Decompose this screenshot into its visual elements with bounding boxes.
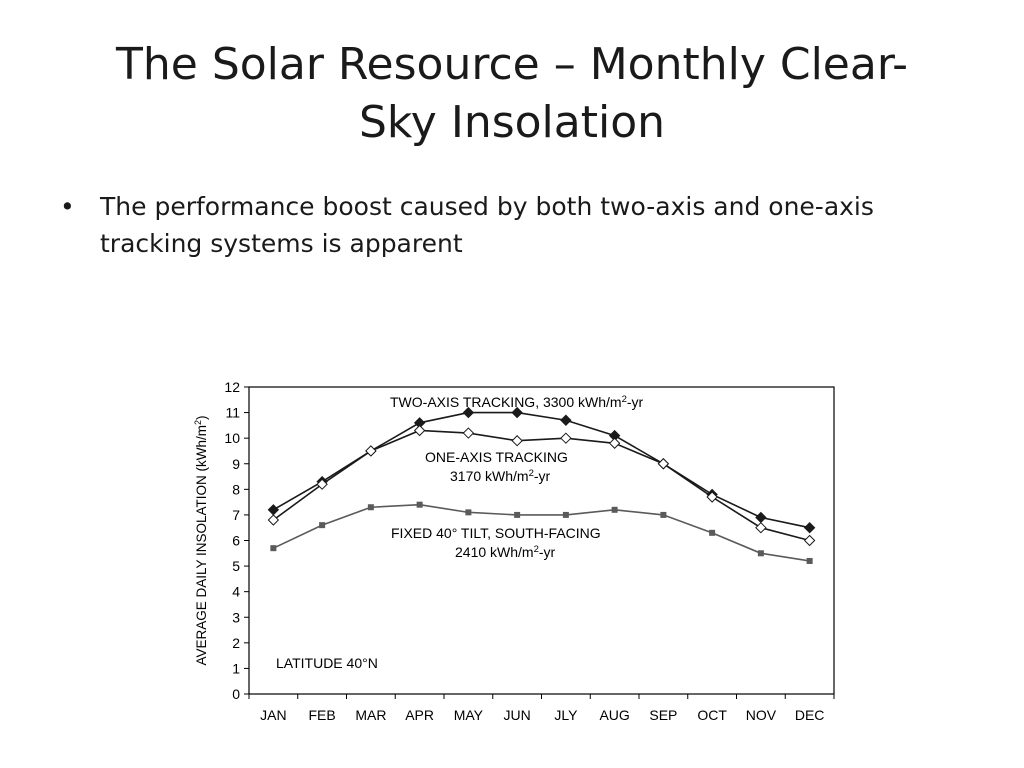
x-tick-label-jly: JLY [554,707,578,723]
y-tick-label: 3 [232,609,240,625]
point-one-axis-nov [755,522,767,534]
annotation-one-axis-line2: 3170 kWh/m2-yr [450,468,551,484]
bullet-item: • The performance boost caused by both t… [60,188,960,262]
slide-title: The Solar Resource – Monthly Clear- Sky … [60,36,964,152]
annotation-two-axis: TWO-AXIS TRACKING, 3300 kWh/m2-yr [390,394,644,410]
insolation-chart: 0 1 2 3 4 5 6 7 8 9 10 11 12 JAN FEB MAR APR MAY JUN JLY AUG… [180,370,840,730]
point-fixed-tilt-sep [660,511,667,518]
y-tick-label: 10 [224,430,240,446]
point-two-axis-jan [267,504,280,516]
bullet-text-line1: The performance boost caused by both two… [100,192,874,221]
point-one-axis-jun [511,435,523,447]
point-fixed-tilt-dec [806,557,813,564]
x-tick-label-oct: OCT [697,707,727,723]
y-tick-label: 11 [225,405,240,421]
point-one-axis-jan [267,514,280,526]
y-tick-label: 12 [224,379,240,395]
point-two-axis-jly [560,414,572,426]
bullet-text-line2: tracking systems is apparent [100,229,463,258]
point-two-axis-may [462,406,475,419]
y-tick-label: 1 [232,660,240,676]
slide-title-line2: Sky Insolation [358,97,666,148]
x-tick-label-dec: DEC [795,707,825,723]
slide-title-line1: The Solar Resource – Monthly Clear- [116,39,908,90]
series-line-one-axis [272,429,810,542]
y-tick-label: 8 [232,481,240,497]
annotation-latitude: LATITUDE 40°N [276,655,378,671]
x-tick-label-sep: SEP [649,707,677,723]
annotation-one-axis-line1: ONE-AXIS TRACKING [425,449,568,465]
point-one-axis-feb [316,478,328,490]
point-two-axis-jun [511,406,523,419]
bullet-list: • The performance boost caused by both t… [60,188,960,262]
point-one-axis-sep [657,458,670,470]
point-one-axis-aug [608,437,621,449]
point-fixed-tilt-may [465,509,472,516]
y-axis-label: AVERAGE DAILY INSOLATION (kWh/m2) [193,415,209,665]
point-fixed-tilt-feb [319,522,326,529]
y-tick-label: 6 [232,533,240,549]
point-fixed-tilt-jly [562,511,569,518]
y-tick-label: 0 [232,686,240,702]
y-tick-label: 4 [232,584,240,600]
y-tick-label: 5 [232,558,240,574]
point-one-axis-jly [560,432,572,444]
y-tick-label: 7 [232,507,240,523]
point-two-axis-dec [803,522,816,534]
point-fixed-tilt-apr [416,501,423,508]
point-fixed-tilt-mar [367,504,374,511]
point-fixed-tilt-oct [709,529,716,536]
x-tick-label-feb: FEB [309,707,336,723]
series-line-fixed-tilt [273,503,810,562]
annotation-fixed-line2: 2410 kWh/m2-yr [455,544,556,560]
y-tick-label: 2 [232,635,240,651]
point-one-axis-dec [803,534,816,547]
x-tick-label-apr: APR [405,707,434,723]
point-one-axis-mar [365,445,377,457]
point-one-axis-apr [413,424,426,437]
y-tick-label: 9 [232,456,240,472]
point-two-axis-nov [755,511,767,524]
point-one-axis-may [462,427,475,439]
x-tick-label-jun: JUN [504,707,531,723]
point-one-axis-oct [706,491,718,503]
point-fixed-tilt-nov [757,550,764,557]
x-tick-label-may: MAY [454,707,484,723]
x-tick-label-nov: NOV [746,707,777,723]
point-fixed-tilt-jan [270,545,277,552]
annotation-fixed-line1: FIXED 40° TILT, SOUTH-FACING [391,525,601,541]
x-tick-label-aug: AUG [599,707,629,723]
point-fixed-tilt-jun [514,511,521,518]
bullet-dot: • [60,192,75,221]
point-fixed-tilt-aug [611,506,618,513]
x-tick-label-mar: MAR [355,707,386,723]
x-tick-label-jan: JAN [260,707,286,723]
